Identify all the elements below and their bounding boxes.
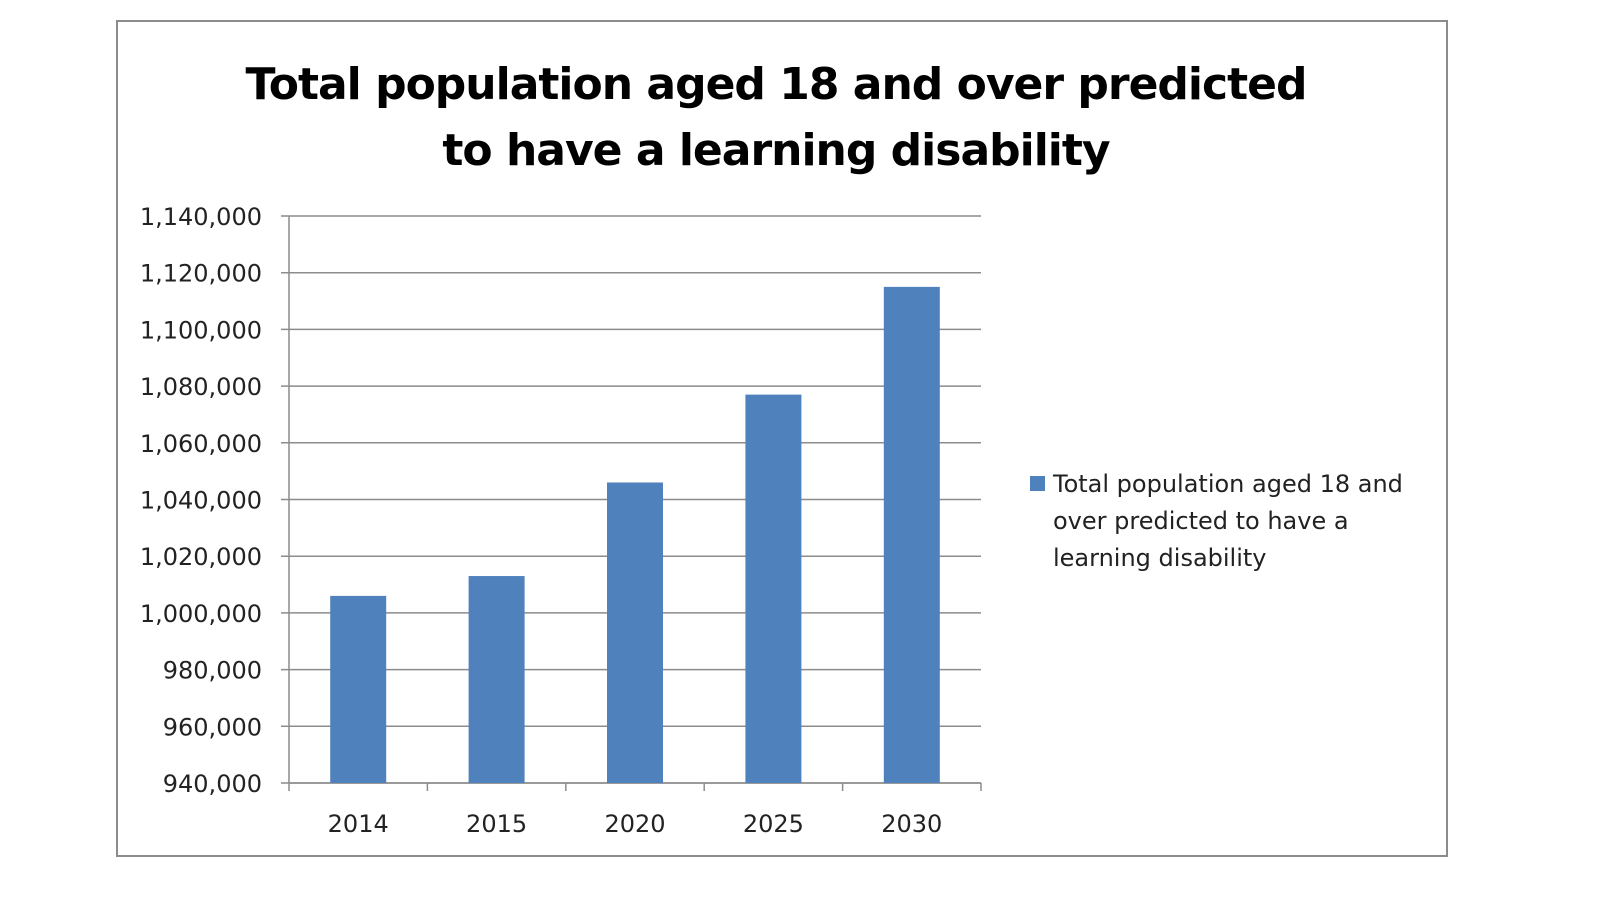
y-tick-label: 1,140,000 xyxy=(140,203,262,231)
chart-title-line-1: Total population aged 18 and over predic… xyxy=(245,59,1308,110)
x-tick-label: 2014 xyxy=(328,810,389,838)
bar-2020 xyxy=(607,482,663,783)
y-tick-label: 980,000 xyxy=(163,657,262,685)
y-tick-label: 1,020,000 xyxy=(140,543,262,571)
y-tick-label: 1,100,000 xyxy=(140,316,262,344)
bar-2025 xyxy=(745,394,802,783)
x-tick-label: 2025 xyxy=(743,810,804,838)
chart-frame xyxy=(116,20,1448,857)
y-tick-label: 1,080,000 xyxy=(140,373,262,401)
x-tick-label: 2020 xyxy=(604,810,665,838)
bar-2015 xyxy=(468,576,525,783)
y-tick-label: 1,060,000 xyxy=(140,430,262,458)
bar-2030 xyxy=(883,286,940,783)
bar-2014 xyxy=(330,595,387,783)
legend-label: Total population aged 18 and over predic… xyxy=(1053,470,1403,572)
x-tick-label: 2030 xyxy=(881,810,942,838)
y-tick-label: 1,000,000 xyxy=(140,600,262,628)
chart-title-line-2: to have a learning disability xyxy=(442,125,1110,176)
x-tick-label: 2015 xyxy=(466,810,527,838)
legend-swatch xyxy=(1030,476,1045,491)
y-tick-label: 960,000 xyxy=(163,713,262,741)
y-tick-label: 940,000 xyxy=(163,770,262,798)
y-tick-label: 1,040,000 xyxy=(140,487,262,515)
legend: Total population aged 18 and over predic… xyxy=(1030,466,1430,577)
y-tick-label: 1,120,000 xyxy=(140,260,262,288)
chart-title: Total population aged 18 and over predic… xyxy=(116,52,1436,184)
